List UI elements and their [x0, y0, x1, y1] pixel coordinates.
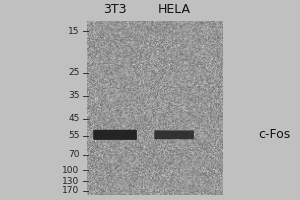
Text: 3T3: 3T3 — [103, 3, 127, 16]
Text: c-Fos: c-Fos — [258, 128, 290, 141]
Text: 70: 70 — [68, 150, 80, 159]
Text: HELA: HELA — [158, 3, 190, 16]
Text: 100: 100 — [62, 166, 80, 175]
Text: 25: 25 — [68, 68, 80, 77]
FancyBboxPatch shape — [154, 130, 194, 139]
FancyBboxPatch shape — [93, 130, 137, 140]
Text: 130: 130 — [62, 177, 80, 186]
Text: 170: 170 — [62, 186, 80, 195]
Text: 45: 45 — [68, 114, 80, 123]
Text: 15: 15 — [68, 27, 80, 36]
Text: 35: 35 — [68, 91, 80, 100]
Text: 55: 55 — [68, 131, 80, 140]
Bar — [87, 22, 223, 195]
